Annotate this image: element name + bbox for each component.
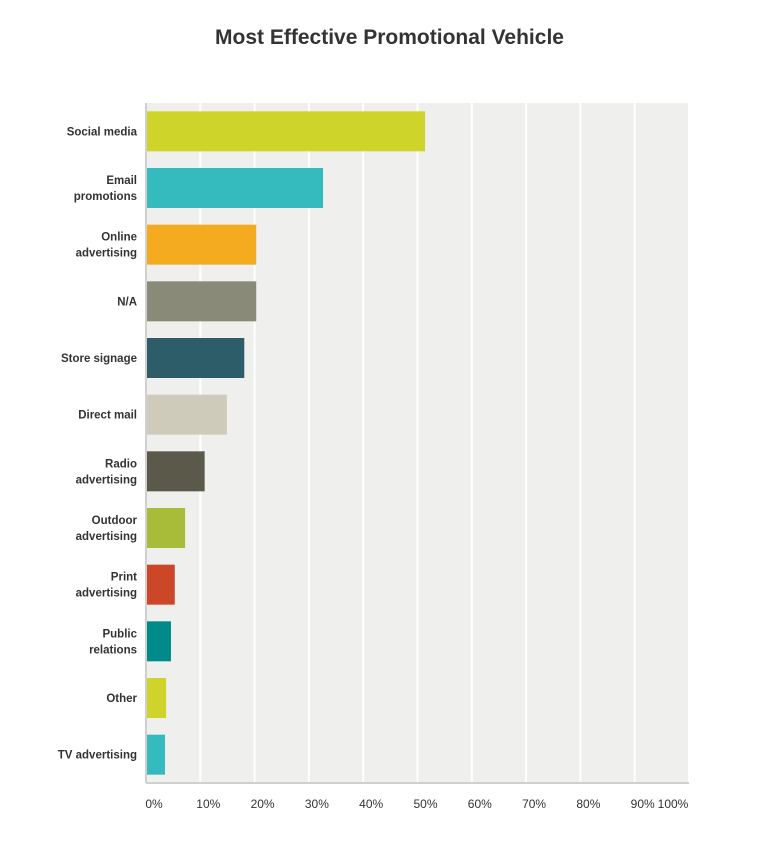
- x-tick-label: 30%: [305, 797, 329, 811]
- x-tick-label: 40%: [359, 797, 383, 811]
- category-label: Outdoor advertising: [76, 515, 138, 543]
- bar: [147, 224, 257, 265]
- x-tick-label: 70%: [522, 797, 546, 811]
- x-tick-label: 60%: [468, 797, 492, 811]
- bar: [147, 281, 257, 322]
- x-tick-label: 80%: [576, 797, 600, 811]
- x-tick-label: 90%: [631, 797, 655, 811]
- category-label: Social media: [67, 126, 138, 138]
- category-label: N/A: [117, 296, 137, 308]
- bar: [147, 168, 324, 208]
- bar: [147, 338, 245, 378]
- x-tick-label: 20%: [251, 797, 275, 811]
- x-tick-label: 10%: [196, 797, 220, 811]
- category-label: Radio advertising: [76, 458, 137, 486]
- category-label: Other: [106, 693, 137, 705]
- category-label: Direct mail: [78, 410, 137, 422]
- x-tick-label: 100%: [658, 797, 689, 811]
- category-label: Email promotions: [74, 175, 137, 203]
- category-label: TV advertising: [58, 750, 137, 762]
- x-tick-label: 50%: [413, 797, 437, 811]
- bar: [147, 621, 171, 662]
- category-label: Store signage: [61, 353, 137, 365]
- chart-title: Most Effective Promotional Vehicle: [215, 26, 564, 49]
- bar: [147, 678, 167, 718]
- x-tick-label: 0%: [145, 797, 163, 811]
- bar: [147, 508, 186, 548]
- bar: [147, 111, 426, 152]
- bar: [147, 394, 227, 435]
- bar: [147, 451, 205, 492]
- category-label: Public relations: [89, 628, 138, 656]
- category-label: Print advertising: [76, 572, 138, 600]
- category-label: Online advertising: [76, 232, 137, 260]
- bar: [147, 734, 166, 775]
- bar: [147, 564, 175, 605]
